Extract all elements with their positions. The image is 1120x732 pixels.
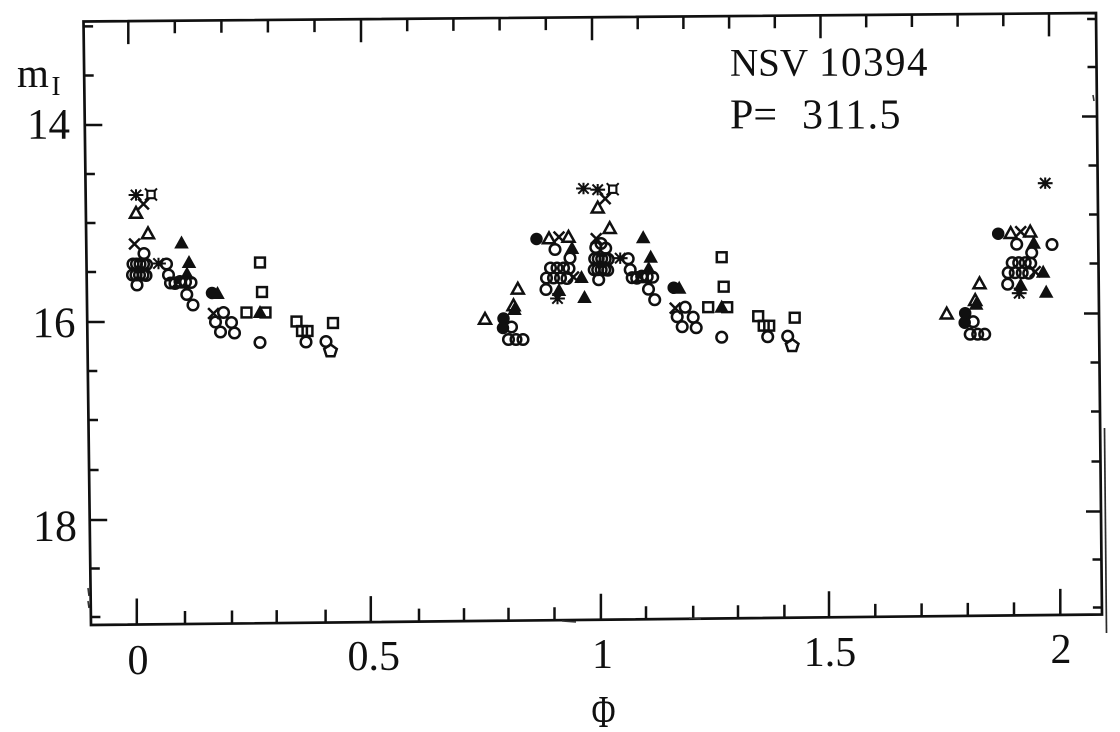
svg-text:I: I (52, 71, 61, 101)
svg-text:NSV: NSV (730, 42, 808, 85)
svg-text:10394: 10394 (819, 39, 929, 85)
svg-text:2: 2 (1051, 627, 1072, 673)
svg-text:0: 0 (128, 638, 149, 684)
svg-text:0.5: 0.5 (348, 634, 401, 680)
svg-text:1.5: 1.5 (804, 630, 857, 676)
svg-text:P=: P= (730, 93, 777, 139)
svg-text:Φ: Φ (592, 686, 616, 732)
svg-text:1: 1 (592, 632, 613, 678)
svg-text:14: 14 (27, 102, 70, 149)
svg-text:16: 16 (33, 300, 76, 347)
svg-text:m: m (17, 50, 49, 96)
svg-text:311.5: 311.5 (802, 93, 902, 139)
svg-text:18: 18 (33, 502, 77, 551)
